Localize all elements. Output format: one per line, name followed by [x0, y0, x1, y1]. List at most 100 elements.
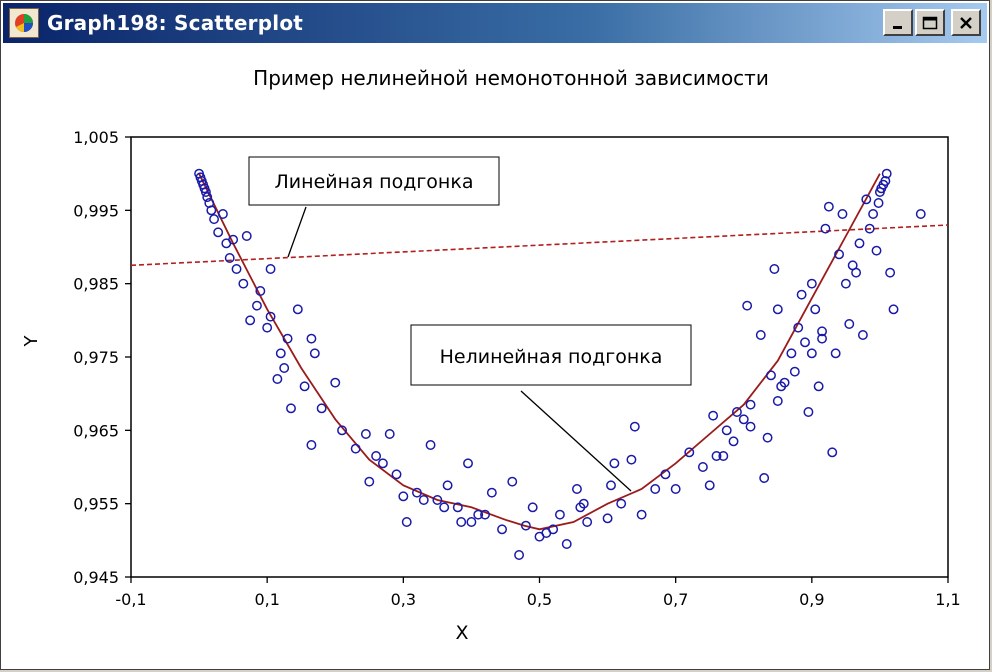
data-point: [806, 278, 817, 289]
data-point: [745, 399, 756, 410]
y-axis-label: Y: [21, 335, 42, 348]
data-point: [316, 403, 327, 414]
data-point: [265, 264, 276, 274]
data-point: [885, 267, 896, 278]
window-title: Graph198: Scatterplot: [47, 11, 304, 35]
data-point: [755, 330, 766, 340]
data-point: [439, 502, 450, 513]
title-bar[interactable]: Graph198: Scatterplot: [3, 3, 987, 43]
data-point: [497, 524, 508, 535]
x-axis-label: X: [455, 622, 468, 644]
data-point: [238, 278, 249, 289]
data-point: [582, 517, 593, 527]
data-point: [806, 348, 817, 359]
data-point: [779, 377, 790, 388]
data-point: [820, 223, 831, 234]
data-point: [466, 517, 477, 527]
y-tick-label: 0,965: [73, 421, 119, 440]
data-point: [275, 348, 286, 359]
data-point: [888, 304, 899, 315]
data-point: [745, 421, 756, 432]
data-point: [840, 278, 851, 289]
data-point: [636, 509, 647, 520]
x-tick-label: 0,5: [527, 590, 552, 609]
y-tick-label: 1,005: [73, 128, 119, 147]
data-point: [830, 348, 841, 359]
data-point: [371, 451, 382, 461]
y-tick-label: 0,955: [73, 495, 119, 514]
data-point: [711, 451, 722, 461]
data-point: [377, 458, 388, 469]
x-tick-label: 0,9: [799, 590, 824, 609]
data-point: [391, 469, 402, 480]
data-point: [868, 209, 879, 219]
data-point: [793, 322, 804, 333]
data-point: [299, 381, 310, 392]
data-point: [202, 192, 213, 203]
data-point: [851, 267, 862, 278]
data-point: [527, 502, 538, 513]
data-point: [425, 440, 436, 450]
data-point: [602, 513, 613, 524]
data-point: [772, 396, 783, 406]
app-icon[interactable]: [9, 8, 39, 38]
data-point: [854, 238, 865, 249]
data-point: [772, 304, 783, 315]
data-point: [660, 469, 671, 480]
data-point: [241, 231, 252, 241]
data-point: [796, 289, 807, 300]
scatterplot-chart: Пример нелинейной немонотонной зависимос…: [21, 66, 961, 644]
data-point: [350, 443, 361, 454]
data-point: [721, 425, 732, 436]
x-tick-label: -0,1: [115, 590, 146, 609]
data-point: [629, 421, 640, 432]
data-point: [578, 498, 589, 509]
nonlinear-fit-label-box: [410, 324, 692, 386]
data-point: [670, 484, 681, 494]
data-point: [418, 495, 429, 505]
data-point: [881, 168, 892, 179]
data-point: [738, 414, 749, 425]
data-point: [823, 201, 834, 212]
data-point: [309, 348, 320, 359]
data-point: [810, 304, 821, 315]
close-button[interactable]: [951, 9, 981, 36]
data-point: [871, 245, 882, 256]
data-point: [432, 495, 443, 505]
data-point: [337, 425, 348, 436]
data-point: [224, 253, 235, 263]
linear-fit-series: [130, 224, 949, 267]
maximize-button[interactable]: [915, 9, 945, 36]
data-point: [463, 458, 473, 469]
x-tick-label: 1,1: [935, 590, 960, 609]
minimize-icon: [893, 25, 902, 29]
data-point: [507, 476, 518, 487]
x-tick-label: 0,7: [663, 590, 688, 609]
x-axis: -0,1 0,1 0,3 0,5 0,7 0,9 1,1: [115, 577, 961, 609]
data-point: [704, 480, 715, 491]
linear-fit-line: [130, 224, 949, 267]
data-point: [364, 476, 375, 487]
linear-fit-label-box: [248, 156, 500, 206]
data-point: [548, 524, 559, 535]
data-point: [786, 348, 797, 359]
chart-area: Пример нелинейной немонотонной зависимос…: [3, 45, 987, 667]
data-point: [209, 214, 220, 225]
minimize-button[interactable]: [883, 9, 913, 36]
data-point: [206, 205, 217, 216]
data-point: [306, 333, 317, 344]
nonlinear-fit-curve: [198, 173, 881, 531]
data-point: [228, 234, 239, 245]
data-point: [742, 300, 753, 311]
data-point: [873, 198, 884, 208]
data-point: [330, 377, 341, 388]
data-point: [286, 403, 296, 414]
data-point: [616, 498, 627, 509]
data-point: [759, 473, 770, 483]
data-point: [252, 300, 262, 311]
data-point: [766, 370, 776, 381]
data-point: [837, 209, 848, 219]
data-point: [306, 440, 317, 450]
data-point: [789, 366, 800, 377]
data-point: [282, 333, 293, 344]
